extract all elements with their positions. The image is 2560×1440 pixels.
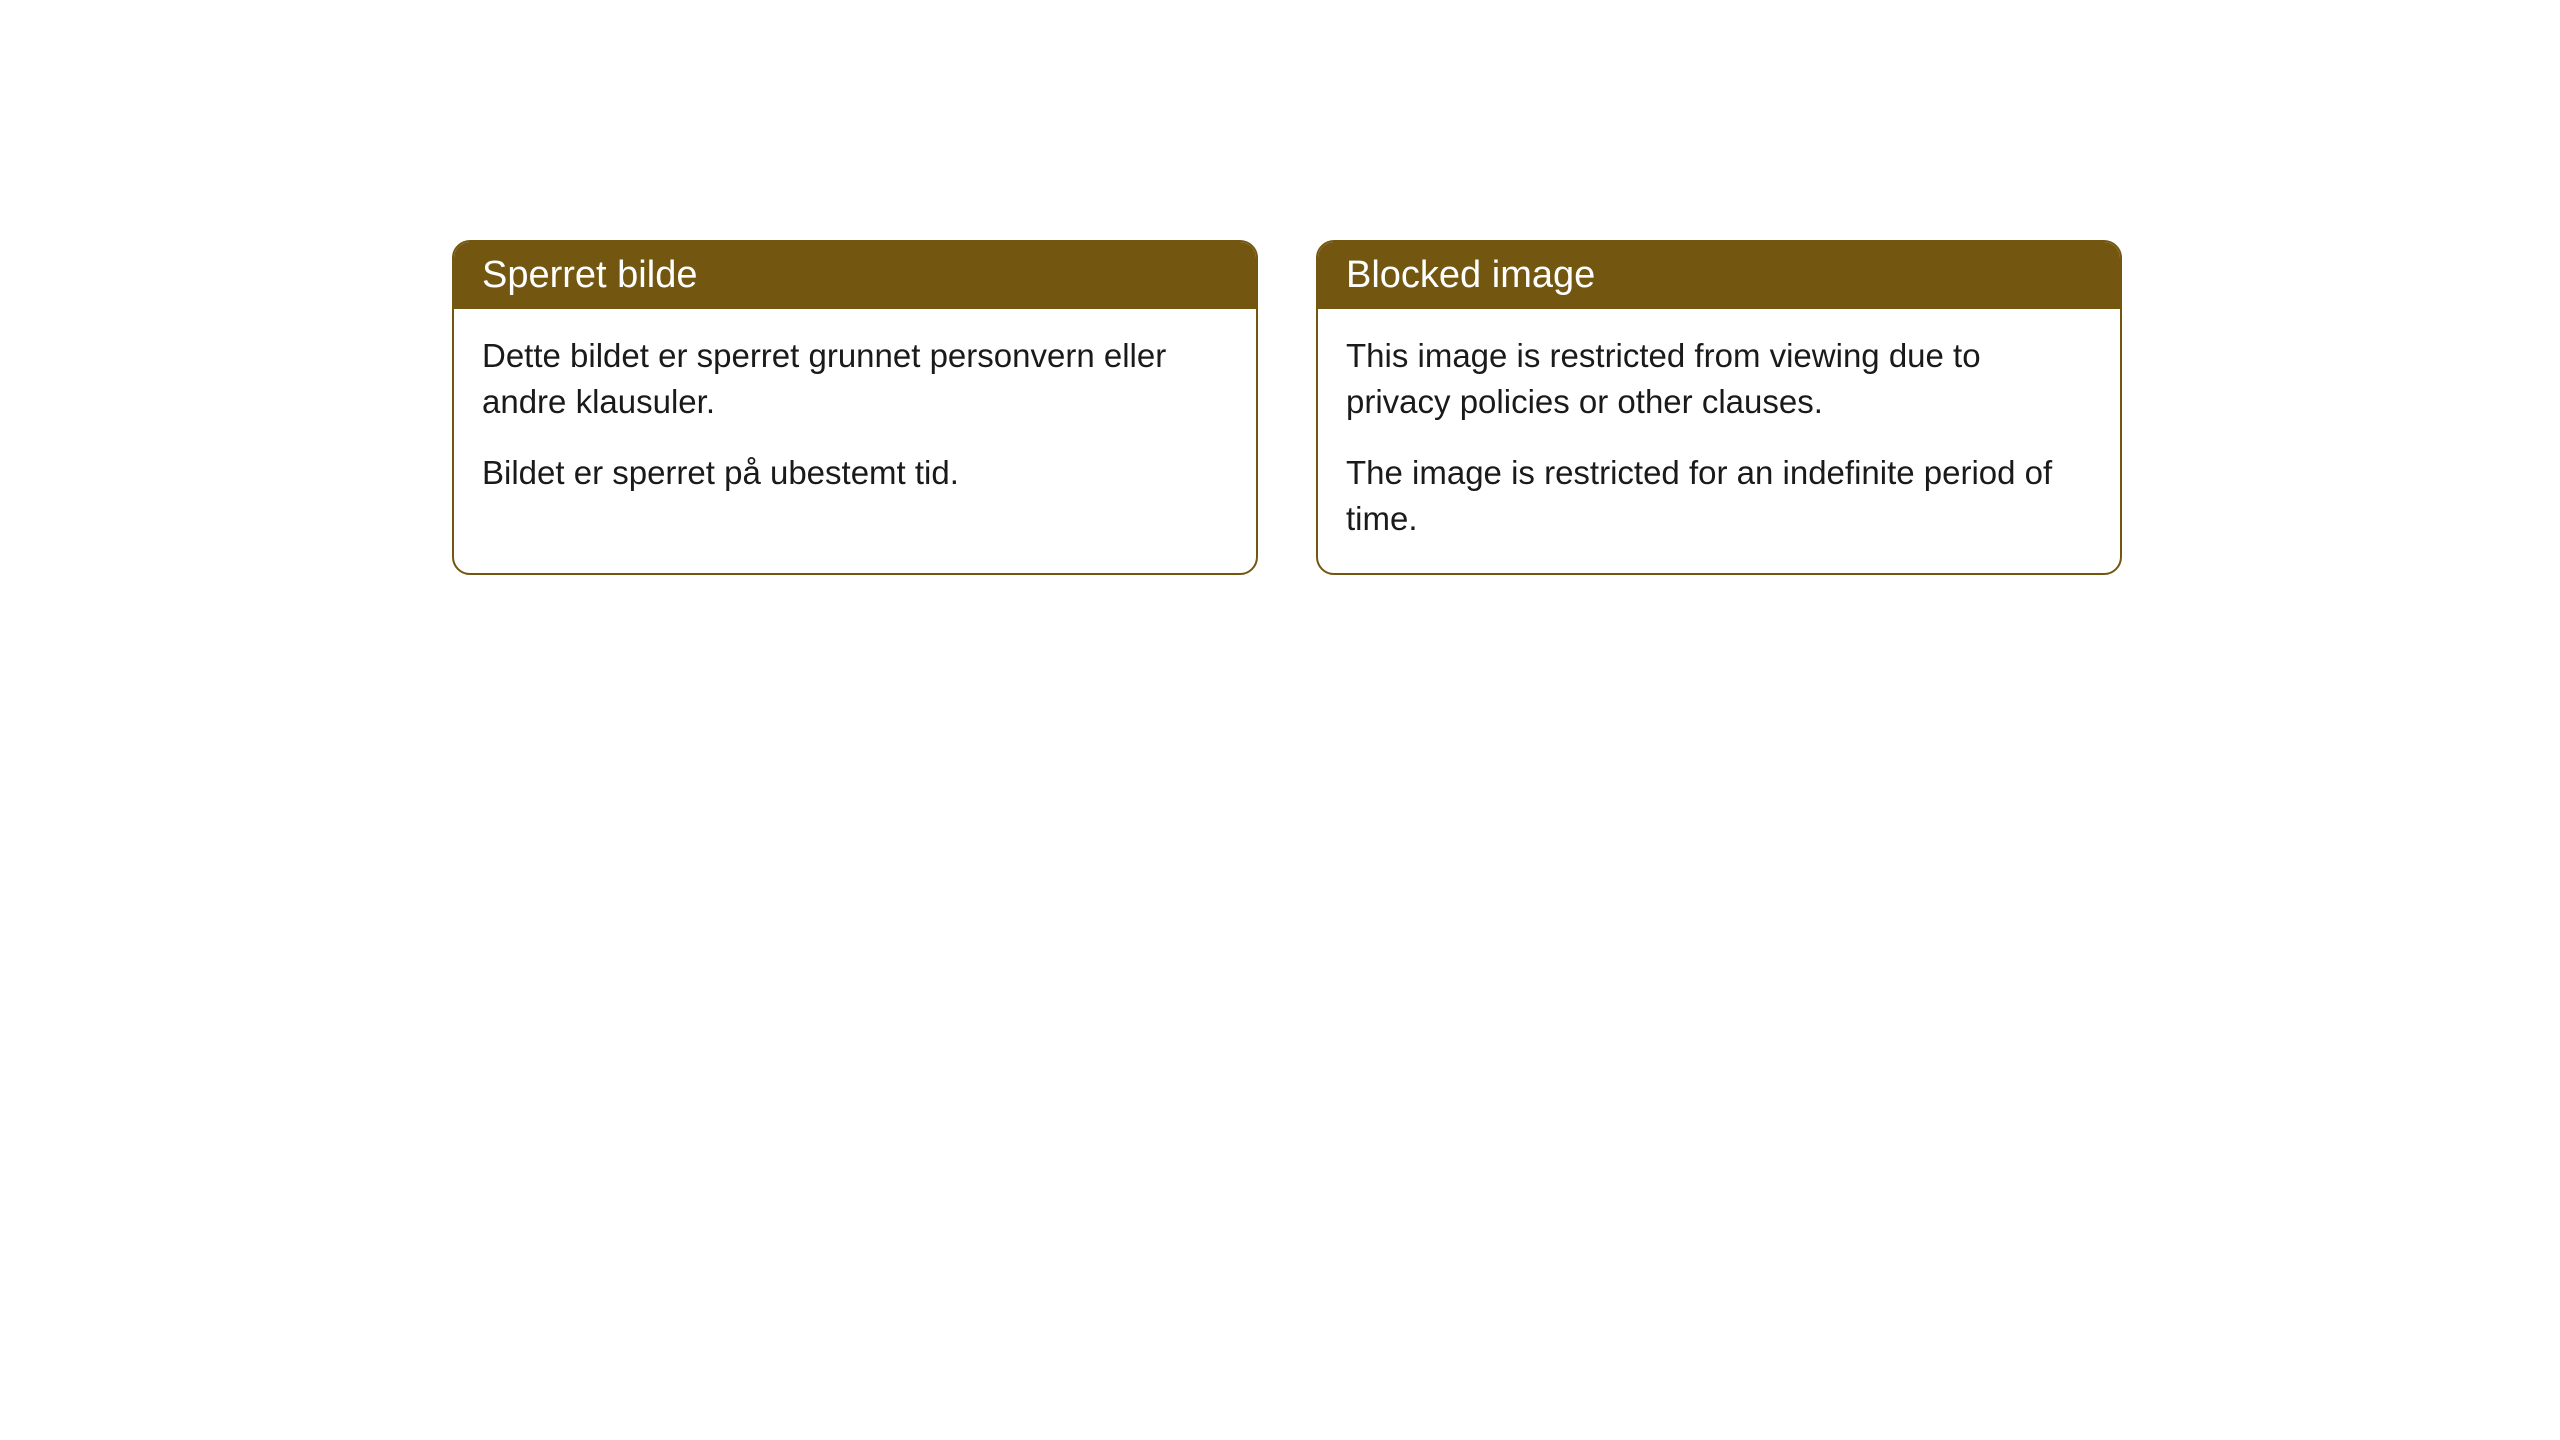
card-header: Blocked image	[1318, 242, 2120, 309]
notice-card-container: Sperret bilde Dette bildet er sperret gr…	[452, 240, 2122, 575]
card-title: Blocked image	[1346, 254, 1595, 296]
card-body: This image is restricted from viewing du…	[1318, 309, 2120, 573]
card-body: Dette bildet er sperret grunnet personve…	[454, 309, 1256, 528]
card-title: Sperret bilde	[482, 254, 697, 296]
card-paragraph: The image is restricted for an indefinit…	[1346, 450, 2092, 541]
card-paragraph: This image is restricted from viewing du…	[1346, 333, 2092, 424]
card-paragraph: Bildet er sperret på ubestemt tid.	[482, 450, 1228, 496]
card-header: Sperret bilde	[454, 242, 1256, 309]
notice-card-english: Blocked image This image is restricted f…	[1316, 240, 2122, 575]
notice-card-norwegian: Sperret bilde Dette bildet er sperret gr…	[452, 240, 1258, 575]
card-paragraph: Dette bildet er sperret grunnet personve…	[482, 333, 1228, 424]
